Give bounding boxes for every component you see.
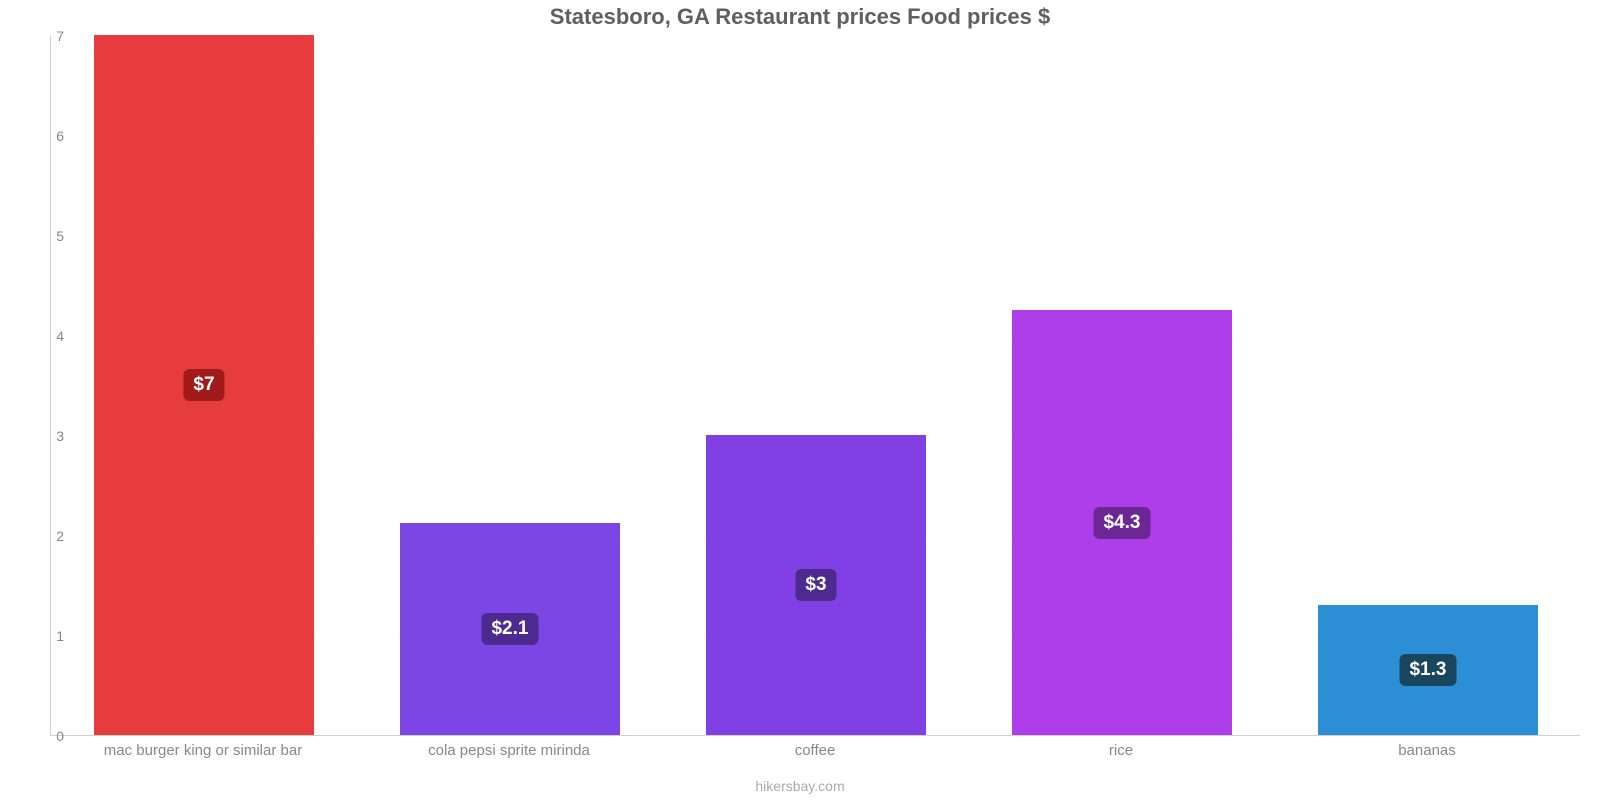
y-tick: 7 xyxy=(34,28,64,44)
y-tick: 3 xyxy=(34,428,64,444)
bar: $1.3 xyxy=(1318,605,1538,735)
bar: $3 xyxy=(706,435,926,735)
chart-title: Statesboro, GA Restaurant prices Food pr… xyxy=(0,4,1600,30)
bar-value-label: $1.3 xyxy=(1399,654,1456,686)
x-tick: mac burger king or similar bar xyxy=(104,742,302,759)
bar: $7 xyxy=(94,35,314,735)
bar-value-label: $3 xyxy=(795,569,836,601)
price-chart: Statesboro, GA Restaurant prices Food pr… xyxy=(0,0,1600,800)
x-tick: rice xyxy=(1109,742,1133,759)
y-tick: 5 xyxy=(34,228,64,244)
x-tick: coffee xyxy=(795,742,836,759)
bar: $2.1 xyxy=(400,523,620,735)
y-tick: 4 xyxy=(34,328,64,344)
x-tick: bananas xyxy=(1398,742,1456,759)
bar-value-label: $4.3 xyxy=(1093,507,1150,539)
y-tick: 1 xyxy=(34,628,64,644)
bar: $4.3 xyxy=(1012,310,1232,735)
y-tick: 6 xyxy=(34,128,64,144)
x-tick: cola pepsi sprite mirinda xyxy=(428,742,590,759)
chart-footer: hikersbay.com xyxy=(0,778,1600,794)
y-tick: 2 xyxy=(34,528,64,544)
bar-value-label: $7 xyxy=(183,369,224,401)
y-tick: 0 xyxy=(34,728,64,744)
plot-area: $7 $2.1 $3 $4.3 $1.3 xyxy=(50,36,1580,736)
bar-value-label: $2.1 xyxy=(481,613,538,645)
